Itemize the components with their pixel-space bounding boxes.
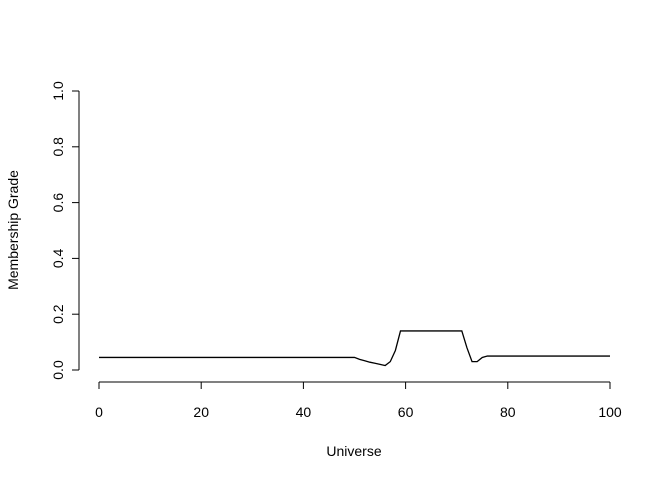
y-tick-label: 0.6 [50, 193, 66, 213]
y-tick-label: 0.2 [50, 304, 66, 324]
x-tick-label: 40 [296, 404, 312, 420]
y-tick-label: 0.4 [50, 248, 66, 268]
x-tick-label: 20 [193, 404, 209, 420]
y-tick-label: 0.8 [50, 137, 66, 157]
x-tick-label: 100 [598, 404, 622, 420]
series-layer [99, 330, 610, 367]
y-axis-title: Membership Grade [5, 170, 21, 290]
x-tick-label: 60 [398, 404, 414, 420]
y-tick-label: 0.0 [50, 360, 66, 380]
y-tick-label: 1.0 [50, 81, 66, 101]
x-axis-title: Universe [326, 443, 381, 459]
x-axis: 0 20 40 60 80 100 [95, 381, 622, 420]
x-tick-label: 80 [500, 404, 516, 420]
membership-series-line [99, 330, 610, 367]
x-tick-label: 0 [95, 404, 103, 420]
y-axis: 0.0 0.2 0.4 0.6 0.8 1.0 [50, 81, 80, 380]
